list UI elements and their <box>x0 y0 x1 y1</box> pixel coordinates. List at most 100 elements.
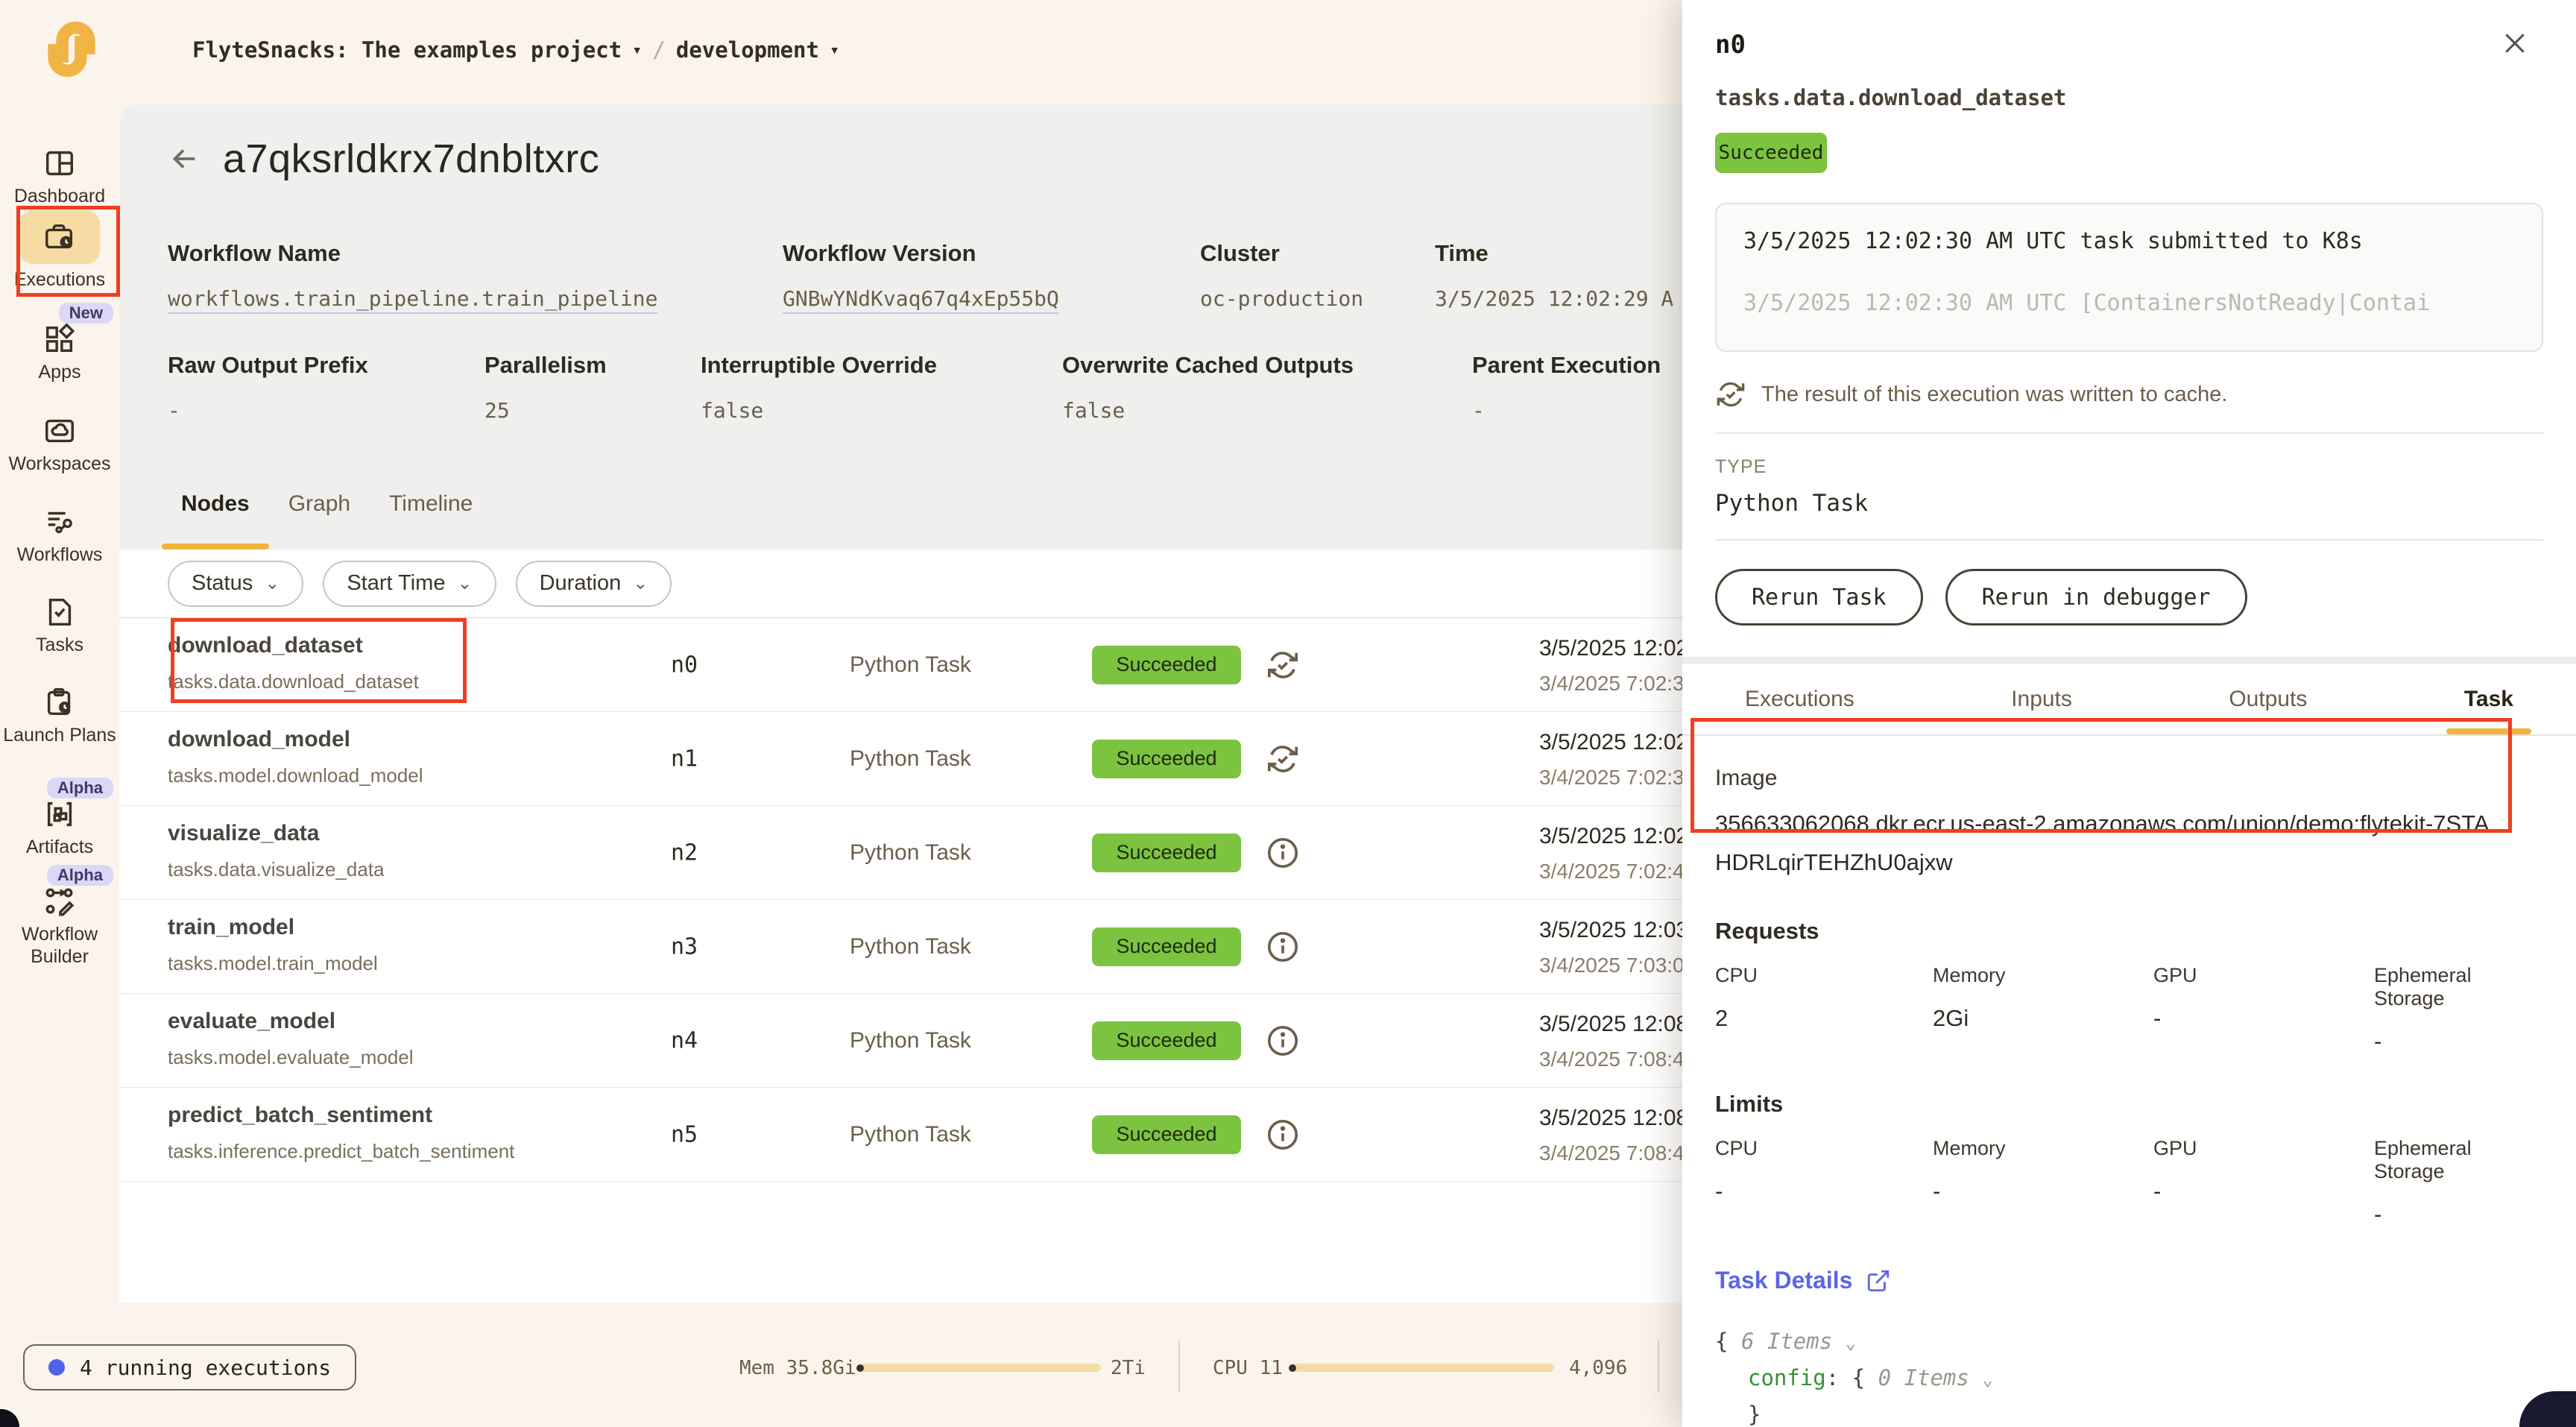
image-field: Image 356633062068.dkr.ecr.us-east-2.ama… <box>1715 766 2543 882</box>
workflow-name-link[interactable]: workflows.train_pipeline.train_pipeline <box>168 286 658 311</box>
node-type: Python Task <box>850 1121 971 1147</box>
limits-heading: Limits <box>1715 1091 1784 1117</box>
sidebar-item-launch-plans[interactable]: Launch Plans <box>0 685 119 746</box>
log-box[interactable]: 3/5/2025 12:02:30 AM UTC task submitted … <box>1715 203 2543 352</box>
sidebar-item-workspaces[interactable]: Workspaces <box>0 414 119 475</box>
node-name-cell: predict_batch_sentiment tasks.inference.… <box>168 1103 515 1162</box>
node-name-cell: evaluate_model tasks.model.evaluate_mode… <box>168 1009 414 1068</box>
type-label: TYPE <box>1715 456 1767 477</box>
table-row-predict-batch-sentiment[interactable]: predict_batch_sentiment tasks.inference.… <box>119 1088 1707 1182</box>
detail-tabs: Executions Inputs Outputs Task <box>1682 664 2576 736</box>
cache-check-icon <box>1717 382 1745 407</box>
breadcrumb-project[interactable]: FlyteSnacks: The examples project <box>192 37 622 63</box>
sidebar-item-executions[interactable]: Executions <box>0 210 119 291</box>
sidebar-item-label: Workflows <box>16 544 103 565</box>
filter-bar: Status ⌄ Start Time ⌄ Duration ⌄ <box>168 549 672 617</box>
nodes-table-section: Status ⌄ Start Time ⌄ Duration ⌄ download_d… <box>119 549 1707 1303</box>
table-row-download-model[interactable]: download_model tasks.model.download_mode… <box>119 712 1707 806</box>
status-filter-button[interactable]: Status ⌄ <box>168 560 304 607</box>
node-id: n3 <box>671 933 698 960</box>
sidebar-item-dashboard[interactable]: Dashboard <box>0 146 119 207</box>
sidebar-item-apps[interactable]: New Apps <box>0 303 119 383</box>
cpu-usage-label: CPU 11 <box>1213 1357 1283 1379</box>
breadcrumb-separator: / <box>652 37 666 63</box>
artifacts-icon <box>42 797 77 831</box>
sidebar-item-workflows[interactable]: Workflows <box>0 505 119 566</box>
node-detail-title: n0 <box>1715 30 1746 60</box>
table-row-evaluate-model[interactable]: evaluate_model tasks.model.evaluate_mode… <box>119 994 1707 1088</box>
info-icon[interactable] <box>1266 1118 1300 1152</box>
tab-outputs[interactable]: Outputs <box>2229 687 2308 711</box>
status-badge: Succeeded <box>1092 739 1241 778</box>
log-line: 3/5/2025 12:02:30 AM UTC [ContainersNotR… <box>1743 290 2431 316</box>
requests-heading: Requests <box>1715 918 1819 944</box>
sidebar-item-label: Apps <box>38 362 81 382</box>
tab-task[interactable]: Task <box>2446 664 2532 734</box>
info-icon[interactable] <box>1266 836 1300 870</box>
tab-inputs[interactable]: Inputs <box>2011 687 2072 711</box>
limits-grid: CPU - Memory - GPU - Ephemeral Storage - <box>1715 1137 2472 1227</box>
back-arrow-icon[interactable] <box>168 142 202 176</box>
union-logo[interactable] <box>39 16 104 88</box>
close-icon[interactable] <box>2500 28 2530 58</box>
status-badge: Succeeded <box>1092 1021 1241 1060</box>
sidebar-item-label: Workspaces <box>8 453 111 474</box>
view-tabs: Nodes Graph Timeline <box>162 491 492 549</box>
collapse-caret[interactable]: ⌄ <box>1845 1332 1857 1353</box>
chevron-down-icon[interactable]: ▾ <box>829 40 840 60</box>
json-config-line: config: { 0 Items ⌄ <box>1748 1365 1993 1390</box>
cache-note: The result of this execution was written… <box>1715 379 2543 410</box>
time-field: Time 3/5/2025 12:02:29 A <box>1435 240 1674 311</box>
task-details-link[interactable]: Task Details <box>1715 1267 2543 1294</box>
cluster-field: Cluster oc-production <box>1200 240 1364 311</box>
sidebar-item-label: Executions <box>13 269 106 290</box>
divider <box>1658 1341 1659 1393</box>
status-badge: Succeeded <box>1092 833 1241 872</box>
info-icon[interactable] <box>1266 930 1300 964</box>
workflow-version-link[interactable]: GNBwYNdKvaq67q4xEp55bQ <box>783 286 1059 311</box>
alpha-badge: Alpha <box>46 865 113 886</box>
status-bar: 4 running executions Mem 35.8Gi 2Ti CPU … <box>0 1327 1682 1427</box>
table-row-train-model[interactable]: train_model tasks.model.train_model n3 P… <box>119 900 1707 994</box>
rerun-task-button[interactable]: Rerun Task <box>1715 569 1923 626</box>
node-times: 3/5/2025 12:02 3/4/2025 7:02:47 <box>1539 824 1696 883</box>
collapse-caret[interactable]: ⌄ <box>1982 1369 1993 1390</box>
requests-grid: CPU 2 Memory 2Gi GPU - Ephemeral Storage - <box>1715 964 2472 1054</box>
duration-filter-button[interactable]: Duration ⌄ <box>515 560 672 607</box>
sidebar-item-artifacts[interactable]: Alpha Artifacts <box>0 778 119 858</box>
workflow-builder-icon <box>42 884 77 919</box>
divider <box>1682 657 2576 664</box>
external-link-icon <box>1868 1270 1890 1291</box>
cache-check-icon[interactable] <box>1266 648 1300 682</box>
running-executions-pill[interactable]: 4 running executions <box>23 1344 357 1390</box>
node-id: n0 <box>671 652 698 678</box>
status-badge: Succeeded <box>1715 133 1827 173</box>
tab-timeline[interactable]: Timeline <box>389 491 473 516</box>
chevron-down-icon: ⌄ <box>633 573 648 593</box>
mem-max-label: 2Ti <box>1111 1357 1146 1379</box>
info-icon[interactable] <box>1266 1024 1300 1058</box>
breadcrumb-domain[interactable]: development <box>675 37 819 63</box>
workflow-name-field: Workflow Name workflows.train_pipeline.t… <box>168 240 658 311</box>
alpha-badge: Alpha <box>46 778 113 798</box>
node-name-cell: download_model tasks.model.download_mode… <box>168 727 423 787</box>
cache-check-icon[interactable] <box>1266 742 1300 776</box>
top-header: FlyteSnacks: The examples project ▾ / de… <box>0 0 1682 104</box>
tab-nodes[interactable]: Nodes <box>162 491 269 549</box>
chevron-down-icon[interactable]: ▾ <box>632 40 643 60</box>
tab-graph[interactable]: Graph <box>288 491 351 516</box>
table-row-visualize-data[interactable]: visualize_data tasks.data.visualize_data… <box>119 806 1707 900</box>
divider <box>1715 539 2543 541</box>
image-value: 356633062068.dkr.ecr.us-east-2.amazonaws… <box>1715 810 2490 875</box>
tab-executions[interactable]: Executions <box>1745 687 1854 711</box>
start-time-filter-button[interactable]: Start Time ⌄ <box>323 560 496 607</box>
node-id: n5 <box>671 1121 698 1147</box>
json-viewer: { 6 Items ⌄ config: { 0 Items ⌄ } id: { … <box>1715 1324 2543 1427</box>
cpu-max-label: 4,096 <box>1569 1357 1628 1379</box>
execution-id-title: a7qksrldkrx7dnbltxrc <box>223 136 600 181</box>
table-row-download-dataset[interactable]: download_dataset tasks.data.download_dat… <box>119 618 1707 712</box>
sidebar-item-workflow-builder[interactable]: Alpha Workflow Builder <box>0 865 119 968</box>
rerun-in-debugger-button[interactable]: Rerun in debugger <box>1945 569 2247 626</box>
sidebar-item-tasks[interactable]: Tasks <box>0 595 119 656</box>
tasks-icon <box>42 595 77 629</box>
